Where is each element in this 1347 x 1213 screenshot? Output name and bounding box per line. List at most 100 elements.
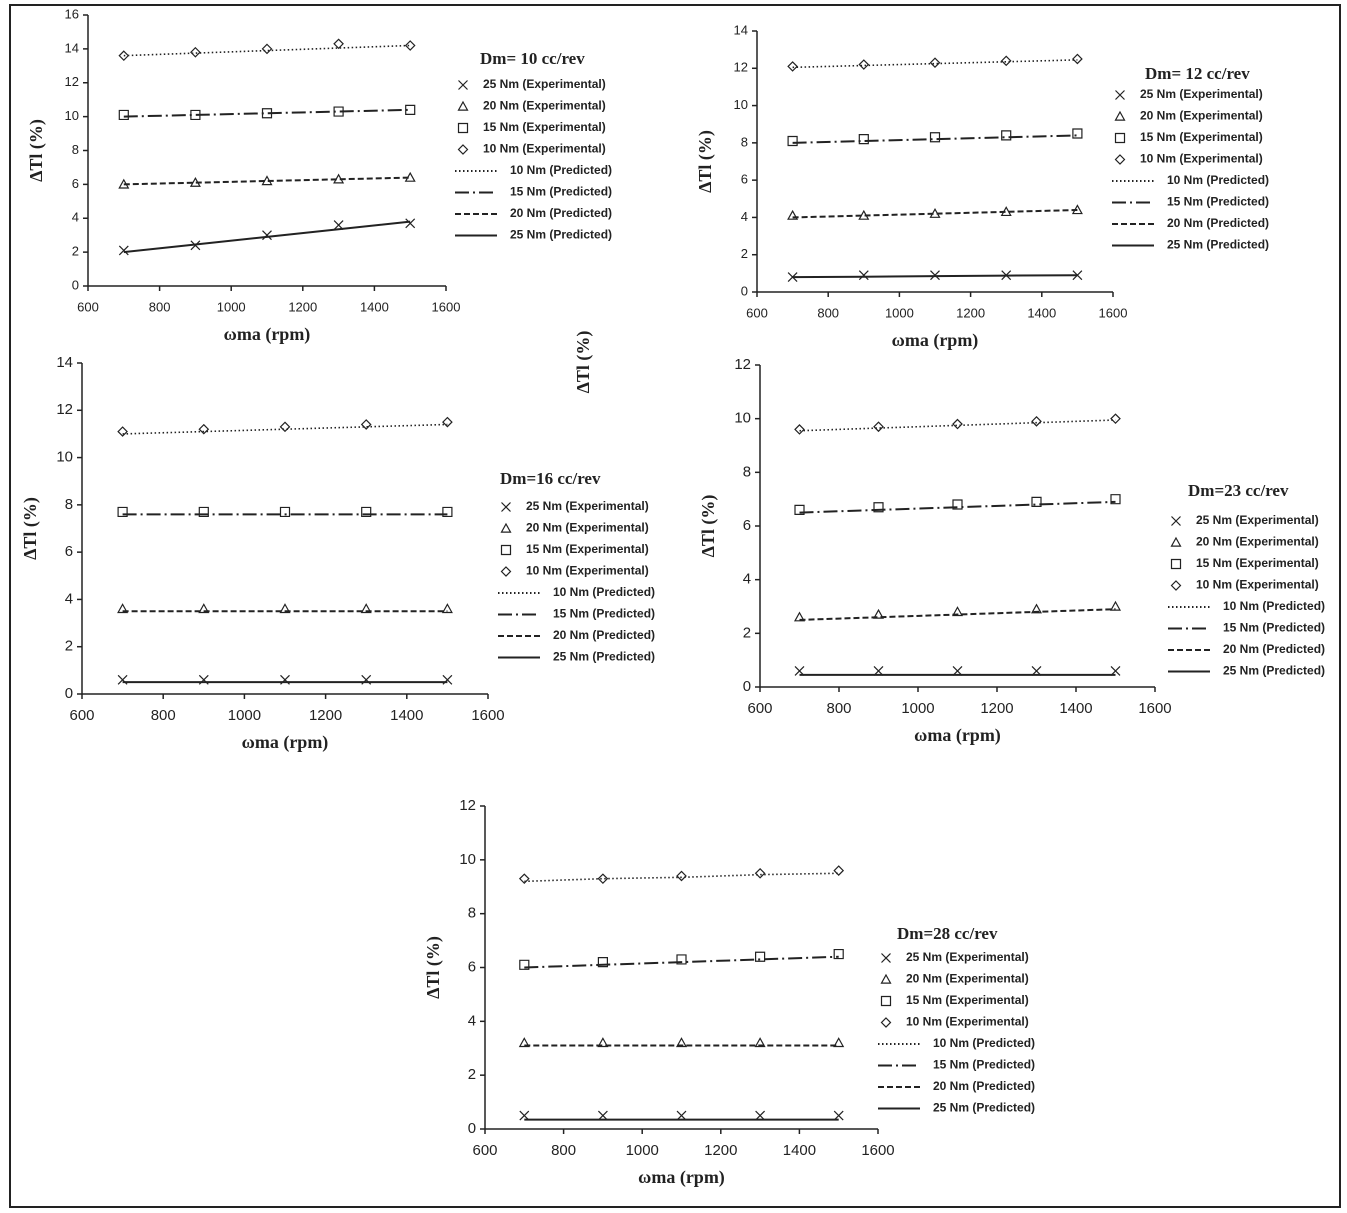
y-tick-label: 8	[743, 463, 751, 480]
data-point	[794, 665, 805, 676]
y-tick-label: 2	[468, 1066, 476, 1083]
x-tick-label: 1400	[360, 299, 389, 314]
legend-label: 25 Nm (Experimental)	[906, 950, 1029, 964]
data-point	[597, 1110, 608, 1121]
fit-line	[524, 872, 839, 883]
data-point	[794, 424, 805, 435]
legend-label: 20 Nm (Experimental)	[1140, 109, 1263, 123]
legend-label: 15 Nm (Predicted)	[553, 607, 655, 621]
x-tick-label: 1600	[1099, 305, 1128, 320]
data-point	[117, 506, 128, 518]
legend-label: 10 Nm (Predicted)	[1167, 173, 1269, 187]
data-point	[333, 38, 344, 50]
data-point	[118, 109, 129, 121]
data-point	[858, 270, 869, 281]
data-point	[597, 1037, 609, 1048]
data-point	[519, 1110, 530, 1121]
data-point	[952, 499, 963, 510]
data-point	[442, 416, 453, 428]
data-point	[405, 104, 416, 115]
legend-label: 25 Nm (Predicted)	[553, 650, 655, 664]
data-point	[1072, 128, 1083, 139]
x-tick-label: 1000	[217, 299, 246, 314]
data-point	[1001, 130, 1012, 141]
legend-marker	[500, 522, 512, 533]
legend-label: 10 Nm (Experimental)	[906, 1015, 1029, 1029]
y-axis-label: ΔTl (%)	[695, 130, 716, 193]
x-tick-label: 1000	[228, 707, 261, 724]
legend-label: 25 Nm (Experimental)	[1140, 87, 1263, 101]
x-tick-label: 1400	[1059, 700, 1092, 717]
y-tick-label: 8	[468, 905, 476, 922]
data-point	[360, 419, 372, 430]
data-point	[262, 230, 272, 241]
legend-label: 25 Nm (Predicted)	[1223, 664, 1325, 678]
y-tick-label: 2	[741, 246, 748, 261]
fit-line	[799, 608, 1116, 621]
legend-label: 25 Nm (Experimental)	[483, 77, 606, 91]
y-tick-label: 0	[72, 277, 79, 292]
legend-label: 15 Nm (Predicted)	[1223, 621, 1325, 635]
data-point	[118, 245, 129, 256]
x-axis-label: ωma (rpm)	[892, 330, 979, 351]
data-point	[872, 608, 885, 619]
x-tick-label: 800	[151, 707, 176, 724]
x-tick-label: 800	[827, 700, 852, 717]
legend-label: 20 Nm (Predicted)	[553, 628, 655, 642]
legend-marker	[501, 502, 511, 512]
data-point	[787, 135, 798, 147]
data-point	[518, 873, 530, 885]
data-point	[787, 61, 798, 72]
data-point	[261, 108, 273, 119]
data-point	[117, 603, 129, 614]
fit-line	[122, 423, 448, 435]
data-point	[404, 40, 416, 51]
legend-label: 20 Nm (Experimental)	[1196, 535, 1319, 549]
data-point	[1110, 494, 1121, 505]
y-tick-label: 10	[459, 851, 476, 868]
legend-label: 15 Nm (Predicted)	[1167, 195, 1269, 209]
legend-label: 15 Nm (Experimental)	[483, 120, 606, 134]
legend-marker	[880, 973, 892, 984]
y-tick-label: 0	[65, 685, 73, 702]
legend-label: 15 Nm (Experimental)	[1140, 130, 1263, 144]
data-point	[405, 218, 416, 229]
y-tick-label: 10	[734, 97, 748, 112]
data-point	[929, 57, 941, 69]
data-point	[833, 865, 845, 876]
data-point	[676, 1110, 687, 1121]
data-point	[1031, 496, 1042, 507]
legend-marker	[1170, 558, 1182, 570]
legend-label: 10 Nm (Predicted)	[1223, 599, 1325, 613]
y-axis-label: ΔTl (%)	[698, 495, 719, 558]
y-tick-label: 4	[65, 590, 73, 607]
y-tick-label: 8	[72, 142, 79, 157]
data-point	[597, 957, 608, 968]
data-point	[952, 665, 963, 676]
data-point	[198, 603, 210, 614]
y-tick-label: 0	[741, 283, 748, 298]
x-tick-label: 1200	[309, 707, 342, 724]
y-tick-label: 2	[65, 638, 73, 655]
data-point	[261, 43, 273, 55]
legend-label: 10 Nm (Experimental)	[1196, 578, 1319, 592]
data-point	[1110, 413, 1121, 425]
legend-marker	[1170, 580, 1182, 591]
y-tick-label: 4	[72, 210, 79, 225]
legend-marker	[880, 995, 892, 1007]
data-point	[1109, 600, 1122, 611]
y-tick-label: 2	[743, 624, 751, 641]
data-point	[755, 1110, 766, 1121]
x-tick-label: 600	[70, 707, 95, 724]
data-point	[519, 959, 530, 970]
legend-label: 10 Nm (Experimental)	[1140, 152, 1263, 166]
legend-label: 15 Nm (Experimental)	[526, 542, 649, 556]
x-tick-label: 1200	[980, 700, 1013, 717]
x-tick-label: 600	[746, 305, 768, 320]
x-tick-label: 1400	[390, 707, 423, 724]
legend-label: 25 Nm (Experimental)	[1196, 513, 1319, 527]
legend-label: 20 Nm (Predicted)	[1223, 642, 1325, 656]
legend-marker	[458, 80, 468, 90]
data-point	[833, 1037, 845, 1048]
